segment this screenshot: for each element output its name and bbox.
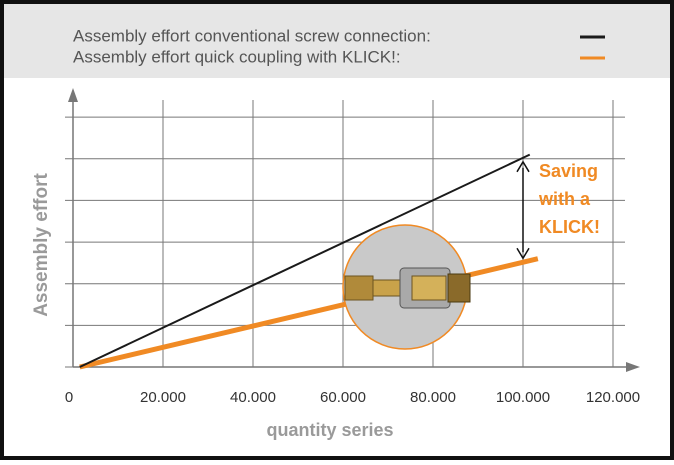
photo-part [373, 280, 403, 296]
x-tick-label: 20.000 [140, 389, 186, 406]
annotation: Saving [539, 161, 598, 181]
x-tick-label: 60.000 [320, 389, 366, 406]
photo-part [412, 276, 446, 300]
annotation: KLICK! [539, 217, 600, 237]
x-tick-label: 0 [65, 389, 73, 406]
annotation: with a [538, 189, 591, 209]
legend-label: Assembly effort quick coupling with KLIC… [73, 47, 401, 66]
x-tick-label: 80.000 [410, 389, 456, 406]
x-tick-label: 120.000 [586, 389, 640, 406]
chart: quantity series Assembly effort 0 20.000 4… [0, 0, 674, 460]
x-tick-label: 100.000 [496, 389, 550, 406]
y-axis-title: Assembly effort [31, 173, 52, 317]
photo-part [345, 276, 373, 300]
x-tick-label: 40.000 [230, 389, 276, 406]
legend-label: Assembly effort conventional screw conne… [73, 26, 431, 45]
photo-part [448, 274, 470, 302]
x-axis-title: quantity series [266, 420, 393, 440]
